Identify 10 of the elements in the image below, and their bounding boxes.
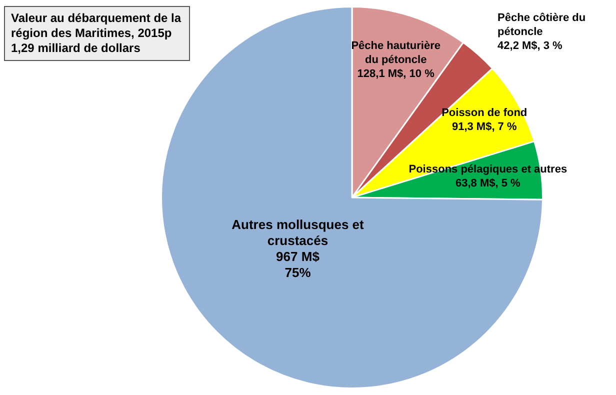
data-label: 42,2 M$, 3 % <box>498 40 563 52</box>
slice-label: Autres mollusques et crustacés <box>232 217 365 248</box>
data-label: 63,8 M$, 5 % <box>456 177 521 190</box>
data-label: 128,1 M$, 10 % <box>357 68 435 80</box>
text: Valeur au débarquement de la région des Maritimes, 2015p <box>11 11 182 41</box>
text: 1,29 milliard de dollars <box>11 41 142 56</box>
slice-label: Pêche côtière du pétoncle <box>498 12 586 38</box>
data-label: 91,3 M$, 7 % <box>452 121 517 134</box>
slice-label: Pêche hauturière du pétoncle <box>351 40 440 66</box>
data-label: 967 M$ 75% <box>276 249 320 280</box>
